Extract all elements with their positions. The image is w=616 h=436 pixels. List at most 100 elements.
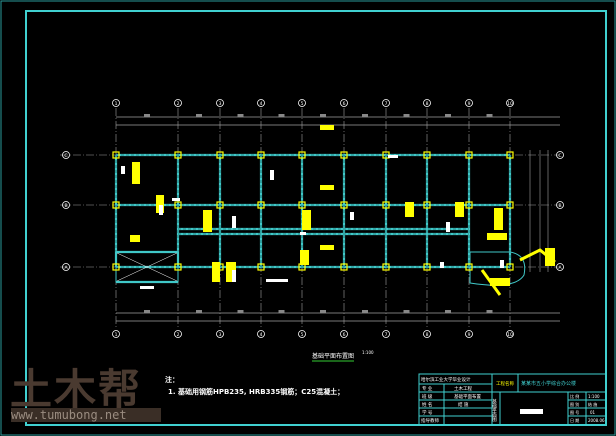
footing-label	[156, 195, 164, 213]
axis-bubble	[257, 330, 265, 338]
axis-bubble	[382, 330, 390, 338]
column	[257, 151, 265, 159]
cell-label: 图 别	[570, 401, 579, 407]
axis-label: B	[64, 203, 67, 209]
dimension-tag	[140, 286, 154, 289]
axis-label: 3	[219, 101, 222, 107]
footing-label	[300, 250, 309, 265]
axis-label: 10	[507, 332, 513, 338]
axis-label: 1	[115, 101, 118, 107]
axis-bubble	[556, 151, 564, 159]
cell-label: 比 例	[570, 393, 579, 399]
axis-label: A	[64, 265, 68, 271]
row-label: 指导教师	[421, 417, 439, 424]
dimension-tag	[440, 262, 444, 268]
axis-label: 6	[343, 101, 346, 107]
row-value: 土木工程	[454, 385, 472, 392]
column	[382, 263, 390, 271]
cell-value: 01	[590, 410, 596, 415]
axis-label: 4	[260, 101, 263, 107]
footing-label	[226, 262, 236, 282]
title-block	[418, 373, 607, 426]
school-name: 哈尔滨工业大学毕业设计	[421, 376, 471, 383]
dimension-tag	[446, 222, 450, 232]
axis-label: 2	[177, 101, 180, 107]
axis-label: 9	[468, 332, 471, 338]
column	[298, 151, 306, 159]
dimension-tag	[266, 279, 288, 282]
column	[112, 151, 120, 159]
footing-label	[130, 235, 140, 242]
column	[506, 151, 514, 159]
axis-bubble	[556, 201, 564, 209]
column	[112, 201, 120, 209]
axis-label: 7	[385, 332, 388, 338]
dimension-text	[196, 310, 202, 313]
column	[216, 201, 224, 209]
column	[112, 263, 120, 271]
axis-grid: 1 1 2 2 3 3 4 4 5 5 6 6 7 7 8 8 9 9 10 10 A A B B C C	[60, 99, 564, 338]
row-label: 专 业	[422, 385, 433, 392]
row-value: 基础平面布置	[454, 393, 481, 400]
dimension-tag	[500, 260, 504, 268]
column	[340, 151, 348, 159]
axis-label: B	[558, 203, 561, 209]
axis-bubble	[465, 330, 473, 338]
axis-label: 5	[301, 101, 304, 107]
footing-label	[480, 248, 556, 296]
dimension-tag	[270, 170, 274, 180]
axis-bubble	[62, 151, 70, 159]
axis-bubble	[257, 99, 265, 107]
axis-label: 6	[343, 332, 346, 338]
axis-bubble	[298, 330, 306, 338]
axis-label: 7	[385, 101, 388, 107]
axis-bubble	[174, 99, 182, 107]
dimension-text	[362, 114, 368, 117]
inner-frame	[25, 10, 607, 426]
column	[340, 263, 348, 271]
dimension-text	[278, 310, 285, 313]
row-label: 学 号	[422, 409, 433, 416]
stair-opening	[115, 251, 179, 283]
dimension-text	[144, 114, 150, 117]
footing-label	[494, 208, 503, 230]
axis-bubble	[465, 99, 473, 107]
dimension-text	[144, 310, 150, 313]
project-name: 某某市五小学综合办公楼	[521, 380, 576, 387]
dimension-tag	[350, 212, 354, 220]
column	[174, 263, 182, 271]
dimension-tag	[388, 155, 398, 158]
axis-label: C	[558, 153, 561, 159]
axis-label: 8	[426, 101, 429, 107]
footing-label	[487, 233, 507, 240]
dimension-text	[362, 310, 368, 313]
dimension-tag	[159, 205, 163, 215]
footing-label	[212, 262, 220, 282]
footing-label	[490, 278, 510, 286]
axis-label: 1	[115, 332, 118, 338]
dimension-text	[403, 310, 410, 313]
axis-label: 9	[468, 101, 471, 107]
column	[465, 151, 473, 159]
axis-bubble	[556, 263, 564, 271]
footing-label	[320, 185, 334, 190]
axis-bubble	[216, 330, 224, 338]
footing-label	[132, 162, 140, 184]
column	[506, 263, 514, 271]
axis-bubble	[340, 330, 348, 338]
axis-bubble	[423, 99, 431, 107]
footing-label	[203, 210, 212, 232]
column	[465, 201, 473, 209]
axis-label: C	[64, 153, 67, 159]
vertical-label: 基础平面图	[492, 398, 497, 423]
watermark-logo: 土木帮	[10, 365, 143, 414]
dimension-tag	[300, 232, 306, 235]
column	[506, 201, 514, 209]
axis-bubble	[298, 99, 306, 107]
footing-label	[455, 202, 464, 217]
dimension-tag	[232, 270, 236, 282]
dimension-text	[237, 114, 244, 117]
column	[423, 263, 431, 271]
dimension-tag	[121, 166, 125, 174]
